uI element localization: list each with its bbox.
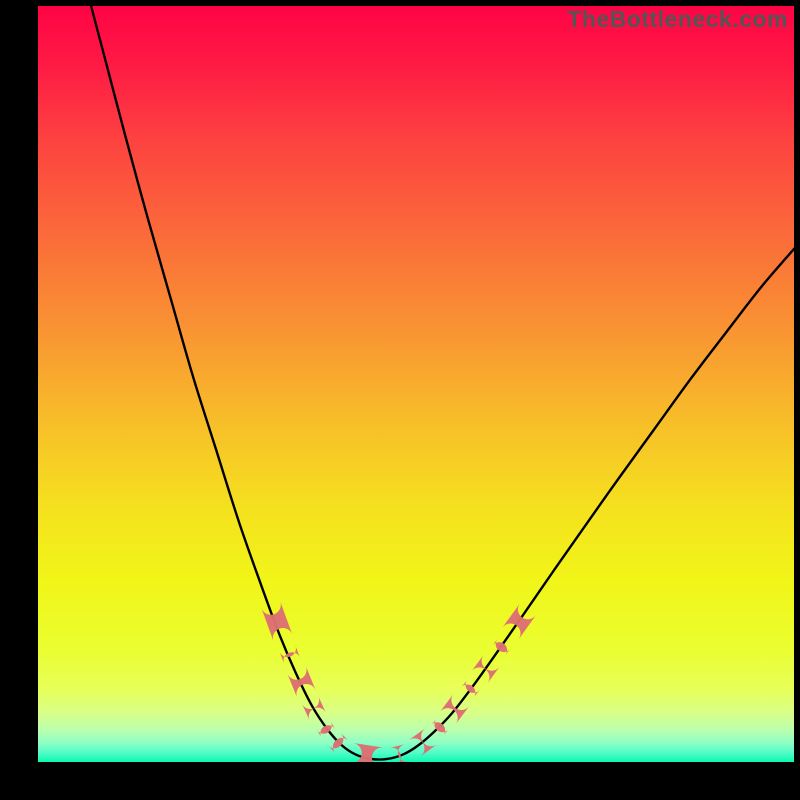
watermark-text: TheBottleneck.com xyxy=(567,6,788,33)
plot-svg xyxy=(38,6,794,762)
chart-canvas: TheBottleneck.com xyxy=(0,0,800,800)
border-right xyxy=(794,0,800,800)
border-left xyxy=(0,0,38,800)
gradient-background xyxy=(38,6,794,762)
border-bottom xyxy=(0,762,800,800)
